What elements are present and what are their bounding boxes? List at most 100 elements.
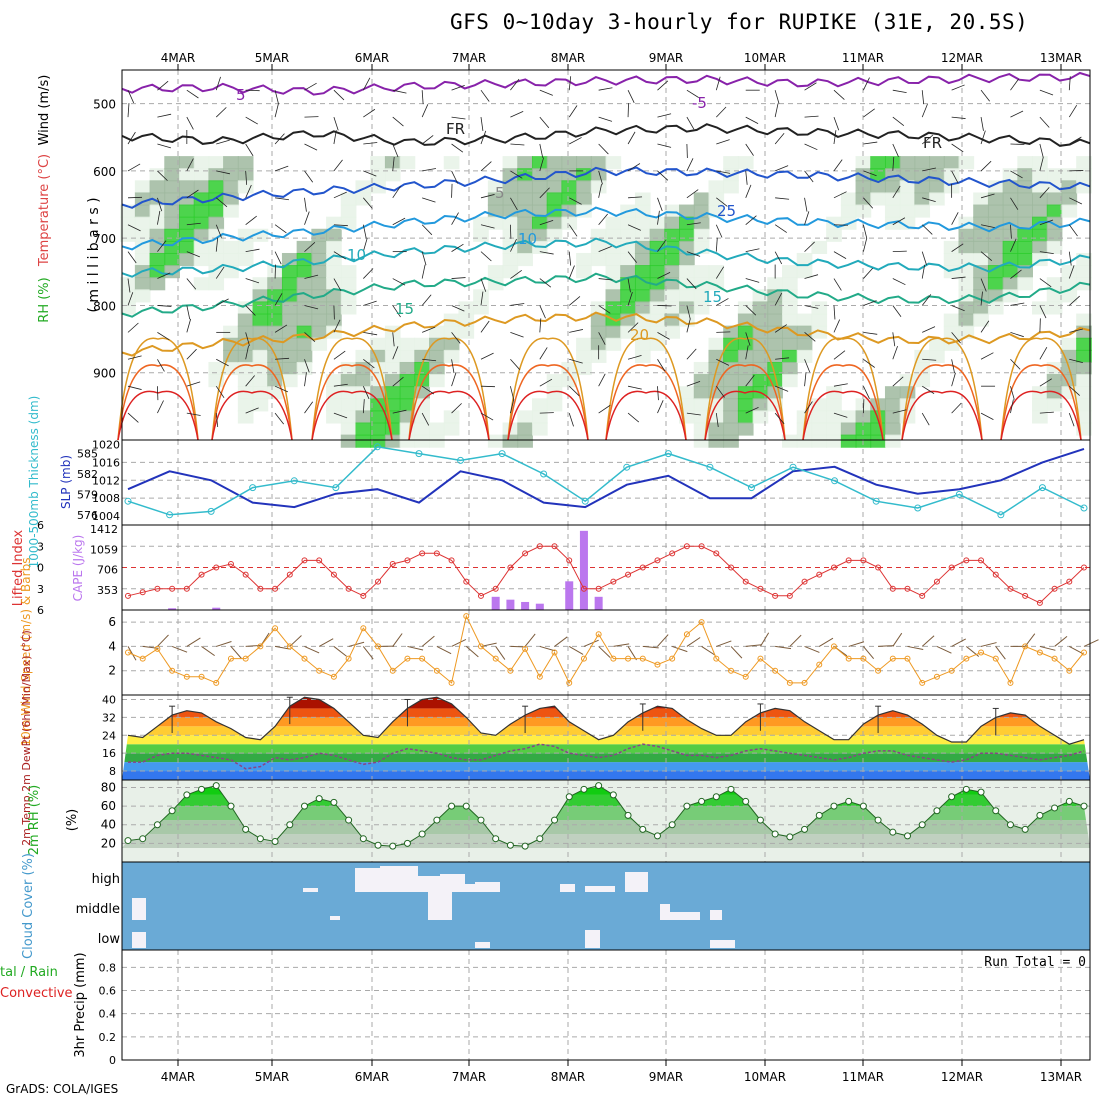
rh-cell [634,349,651,363]
rh-point [271,838,279,845]
wind-barb [892,156,895,171]
wind-barb [333,159,343,172]
wind-point [669,655,676,662]
li-point [463,578,470,585]
rh-cell [1017,156,1034,170]
wind-barb [715,266,725,279]
cloud-block [585,886,615,892]
rh-cell [340,277,357,291]
rh-cell [120,277,136,291]
rh-cell [826,422,842,436]
y-tick-label: 576 [77,509,98,522]
surface-isotherm [605,337,687,441]
rh-cell [782,277,798,291]
rh-cell [546,386,563,400]
wind-barb [951,305,965,312]
rh-cell [1061,168,1078,182]
wind-barb [230,646,242,659]
wind-barb [421,635,435,647]
y-tick-label: 20 [101,836,116,850]
wind-barb [333,319,341,333]
wind-barb [716,197,728,207]
rh-cell [620,277,636,291]
y-tick-label: 1012 [92,474,120,487]
rh-cell [384,434,401,448]
rh-cell [1002,180,1019,194]
li-point [933,578,940,585]
wind-barb [715,224,723,238]
rh-cell [502,434,519,448]
rh-cell [723,349,739,363]
rh-cell [443,422,460,436]
rh-cell [914,156,931,170]
wind-barb [627,163,641,172]
li-line [127,545,1085,604]
rh-cell [193,277,210,291]
rh-cell [605,301,622,315]
wind-barb [215,266,225,279]
wind-barb [715,385,725,398]
isotherm-line [121,123,1091,147]
wind-barb [480,194,495,199]
rh-cell [826,410,842,424]
wind-barb [568,105,578,118]
rh-cell [384,361,401,376]
rh-cell [134,228,151,242]
wind-point [948,667,955,674]
wind-barb [892,632,903,647]
wind-barb [157,113,172,118]
panel-frame [121,609,1091,696]
rh-cell [1032,410,1048,424]
rh-cell [1061,180,1078,194]
rh-cell [899,216,916,230]
rh-cell [693,374,710,388]
rh-cell [811,301,828,315]
wind-barb [833,278,842,291]
rh-cell [576,337,592,351]
rh-cell [296,277,313,291]
rh-cell [1032,398,1048,412]
wind-barb [892,345,898,360]
thickness-point [249,484,257,492]
rh-cell [546,374,563,388]
date-label-bottom: 7MAR [452,1070,487,1084]
wind-point [125,649,131,656]
cape-bar [168,608,177,610]
wind-barb [598,213,608,225]
rh-cell [767,313,783,327]
wind-barb [304,372,307,387]
rh-cell [782,337,798,351]
rh-cell [429,349,445,363]
wind-barb [422,326,436,333]
rh-cell [870,180,886,194]
wind-point [1066,667,1073,674]
wind-barb [127,163,141,172]
wind-barb [274,133,285,145]
wind-barb [216,358,229,367]
rh-cell [517,180,533,194]
rh-cell [134,204,151,218]
rh-cell [178,192,195,206]
wind-barb [980,251,993,261]
rh-cell [237,180,254,194]
wind-point [683,631,690,638]
rh-cell [634,337,651,351]
rh-cell [1061,337,1078,351]
wind-barb [215,197,228,208]
wind-barb [157,272,171,279]
rh-cell [252,313,269,327]
rh-point [889,828,897,836]
rh-cell [620,216,636,230]
wind-barb [127,412,139,423]
wind-barb [127,90,135,104]
temp-band [122,735,1090,745]
rh-cell [281,374,298,388]
wind-barb [745,374,755,387]
wind-point [875,667,882,674]
wind-point [728,667,735,674]
y-tick-label: 0.2 [99,1031,117,1044]
temp-band [122,697,1090,709]
y-tick-label: 0.8 [99,961,117,974]
rh-cell [223,240,239,254]
li-point [154,585,161,592]
